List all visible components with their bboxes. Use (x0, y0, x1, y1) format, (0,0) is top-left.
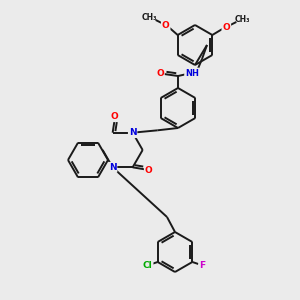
Text: O: O (145, 166, 152, 175)
Text: NH: NH (185, 68, 199, 77)
Text: F: F (199, 262, 206, 271)
Text: Cl: Cl (143, 262, 153, 271)
Text: O: O (222, 22, 230, 32)
Text: O: O (111, 112, 119, 121)
Text: CH₃: CH₃ (142, 13, 158, 22)
Text: O: O (156, 68, 164, 77)
Text: O: O (162, 20, 170, 29)
Text: CH₃: CH₃ (235, 14, 250, 23)
Text: N: N (109, 163, 116, 172)
Text: N: N (129, 128, 136, 137)
